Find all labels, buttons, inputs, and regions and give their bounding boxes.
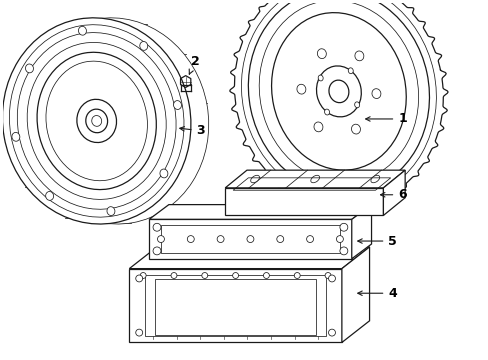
Ellipse shape (2, 18, 190, 224)
Text: 2: 2 (189, 55, 199, 74)
Polygon shape (225, 188, 383, 215)
Ellipse shape (354, 102, 359, 108)
Ellipse shape (351, 124, 360, 134)
Ellipse shape (328, 80, 348, 103)
Polygon shape (155, 279, 316, 335)
Ellipse shape (157, 236, 164, 243)
Text: 3: 3 (180, 124, 205, 137)
Polygon shape (145, 275, 325, 336)
Ellipse shape (370, 175, 379, 183)
Polygon shape (129, 269, 341, 342)
Ellipse shape (9, 25, 183, 217)
Ellipse shape (313, 122, 322, 132)
Ellipse shape (232, 273, 238, 278)
Ellipse shape (317, 49, 325, 59)
Ellipse shape (140, 273, 146, 278)
Ellipse shape (20, 18, 208, 224)
Ellipse shape (45, 192, 54, 201)
Ellipse shape (92, 116, 102, 126)
Polygon shape (129, 247, 369, 269)
Ellipse shape (325, 273, 330, 278)
Ellipse shape (328, 275, 335, 282)
Text: 5: 5 (357, 235, 396, 248)
Ellipse shape (276, 236, 283, 243)
Ellipse shape (107, 207, 115, 216)
Ellipse shape (248, 0, 428, 193)
Ellipse shape (250, 175, 259, 183)
Ellipse shape (296, 84, 305, 94)
Ellipse shape (136, 329, 142, 336)
Polygon shape (149, 204, 371, 219)
Ellipse shape (85, 109, 107, 133)
Ellipse shape (12, 132, 20, 141)
Ellipse shape (27, 42, 166, 199)
Ellipse shape (241, 0, 435, 200)
Ellipse shape (171, 273, 177, 278)
Ellipse shape (217, 236, 224, 243)
Polygon shape (161, 225, 339, 253)
Ellipse shape (37, 52, 156, 190)
Ellipse shape (328, 329, 335, 336)
Ellipse shape (354, 51, 363, 61)
Ellipse shape (310, 175, 319, 183)
Ellipse shape (77, 99, 116, 143)
Ellipse shape (318, 75, 323, 81)
Ellipse shape (271, 13, 406, 170)
Ellipse shape (140, 41, 147, 50)
Ellipse shape (202, 273, 207, 278)
Ellipse shape (347, 68, 352, 74)
Ellipse shape (153, 223, 161, 231)
Ellipse shape (78, 26, 86, 35)
Polygon shape (383, 170, 405, 215)
Text: 1: 1 (365, 112, 406, 125)
Ellipse shape (46, 61, 147, 181)
Ellipse shape (371, 89, 380, 99)
Ellipse shape (173, 100, 181, 109)
Ellipse shape (153, 247, 161, 255)
Ellipse shape (263, 273, 269, 278)
Ellipse shape (246, 236, 253, 243)
Ellipse shape (306, 236, 313, 243)
Ellipse shape (160, 169, 167, 178)
Ellipse shape (187, 236, 194, 243)
Ellipse shape (316, 66, 361, 117)
Ellipse shape (17, 33, 176, 209)
Ellipse shape (324, 109, 329, 115)
Ellipse shape (339, 223, 347, 231)
Text: 4: 4 (357, 287, 396, 300)
Ellipse shape (25, 64, 33, 73)
Ellipse shape (259, 0, 418, 183)
Polygon shape (149, 219, 351, 259)
Text: 6: 6 (380, 188, 406, 201)
Ellipse shape (294, 273, 300, 278)
Ellipse shape (336, 236, 343, 243)
Polygon shape (351, 204, 371, 259)
Polygon shape (225, 170, 405, 188)
Ellipse shape (136, 275, 142, 282)
Ellipse shape (339, 247, 347, 255)
Polygon shape (341, 247, 369, 342)
